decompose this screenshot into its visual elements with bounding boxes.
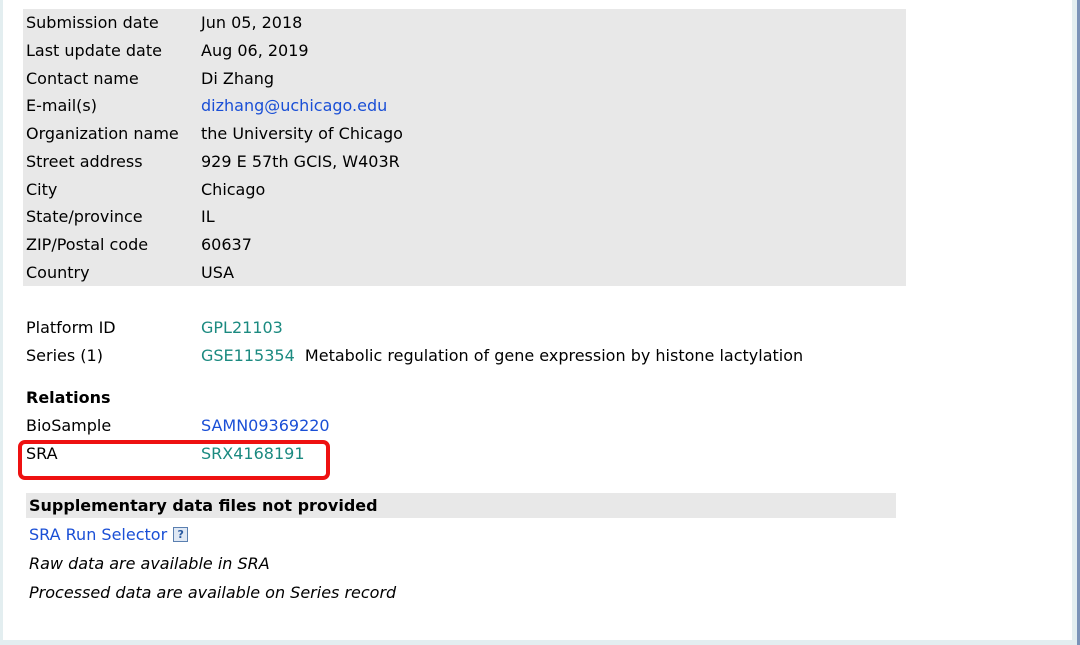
value: the University of Chicago (201, 124, 403, 143)
red-highlight-box (18, 440, 330, 480)
email-link[interactable]: dizhang@uchicago.edu (201, 96, 388, 115)
series-link[interactable]: GSE115354 (201, 346, 295, 365)
help-icon[interactable]: ? (173, 527, 189, 542)
label: State/province (26, 207, 143, 226)
contact-panel (23, 9, 906, 286)
label: ZIP/Postal code (26, 235, 149, 254)
value: 60637 (201, 235, 252, 254)
label: Organization name (26, 124, 179, 143)
label: SRA (26, 444, 58, 463)
label: Submission date (26, 13, 159, 32)
sra-run-selector-link[interactable]: SRA Run Selector (29, 525, 168, 544)
series-title: Metabolic regulation of gene expression … (304, 346, 804, 365)
label: Series (1) (26, 346, 103, 365)
frame-border-right (1072, 0, 1077, 645)
value: Di Zhang (201, 69, 275, 88)
processed-data-note: Processed data are available on Series r… (29, 583, 397, 602)
label: Country (26, 263, 90, 282)
label: E-mail(s) (26, 96, 97, 115)
supplementary-heading: Supplementary data files not provided (26, 493, 896, 518)
label: Street address (26, 152, 143, 171)
value: 929 E 57th GCIS, W403R (201, 152, 400, 171)
sra-link[interactable]: SRX4168191 (201, 444, 305, 463)
scrollbar-edge (1077, 0, 1080, 645)
frame-border-left (0, 0, 3, 645)
label: BioSample (26, 416, 112, 435)
label: Platform ID (26, 318, 116, 337)
platform-link[interactable]: GPL21103 (201, 318, 283, 337)
row-run-selector: SRA Run Selector? (29, 521, 189, 549)
raw-data-note: Raw data are available in SRA (29, 554, 270, 573)
biosample-link[interactable]: SAMN09369220 (201, 416, 330, 435)
value: IL (201, 207, 215, 226)
label: City (26, 180, 58, 199)
value: Chicago (201, 180, 266, 199)
frame-border-bottom (0, 640, 1077, 645)
value: USA (201, 263, 235, 282)
label: Last update date (26, 41, 162, 60)
label: Contact name (26, 69, 139, 88)
relations-heading: Relations (26, 388, 111, 407)
value: Jun 05, 2018 (201, 13, 303, 32)
value: Aug 06, 2019 (201, 41, 309, 60)
